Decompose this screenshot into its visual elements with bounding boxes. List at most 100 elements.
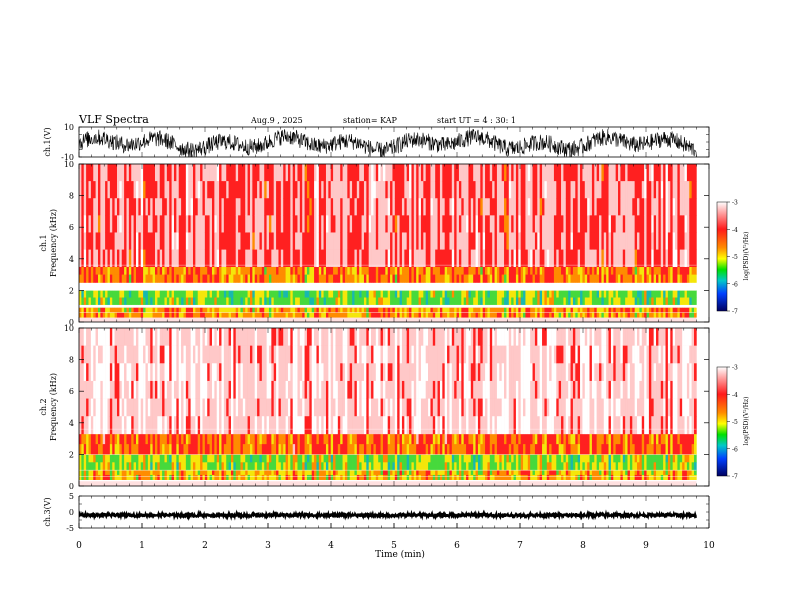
spectrogram-cell: [480, 249, 483, 267]
spectrogram-cell: [373, 474, 377, 480]
spectrogram-cell: [371, 470, 374, 476]
spectrogram-cell: [534, 198, 538, 216]
spectrogram-cell: [449, 297, 453, 305]
spectrogram-cell: [337, 474, 341, 480]
spectrogram-cell: [439, 274, 443, 283]
spectrogram-cell: [154, 164, 158, 182]
spectrogram-cell: [694, 307, 697, 313]
spectrogram-cell: [181, 474, 184, 480]
spectrogram-cell: [404, 307, 407, 313]
spectrogram-cell: [309, 433, 313, 445]
spectrogram-cell: [520, 290, 524, 298]
spectrogram-cell: [340, 363, 343, 382]
spectrogram-cell: [599, 297, 602, 305]
spectrogram-cell: [140, 363, 144, 382]
spectrogram-cell: [135, 232, 139, 250]
spectrogram-cell: [575, 307, 578, 313]
spectrogram-cell: [159, 444, 163, 455]
spectrogram-cell: [211, 444, 215, 455]
spectrogram-cell: [147, 474, 151, 480]
spectrogram-cell: [306, 444, 310, 455]
spectrogram-cell: [204, 462, 208, 471]
spectrogram-cell: [88, 398, 92, 417]
spectrogram-cell: [173, 470, 177, 476]
spectrogram-cell: [349, 307, 353, 313]
spectrogram-cell: [302, 164, 305, 182]
spectrogram-cell: [648, 232, 652, 250]
spectrogram-cell: [185, 307, 189, 313]
spectrogram-cell: [311, 297, 315, 305]
spectrogram-cell: [632, 266, 635, 275]
spectrogram-cell: [240, 290, 244, 298]
spectrogram-cell: [200, 474, 203, 480]
spectrogram-cell: [363, 345, 367, 364]
spectrogram-cell: [380, 416, 384, 435]
spectrogram-cell: [352, 454, 355, 463]
spectrogram-cell: [195, 312, 199, 318]
spectrogram-cell: [162, 454, 165, 463]
spectrogram-cell: [470, 297, 474, 305]
spectrogram-cell: [83, 290, 87, 298]
spectrogram-cell: [511, 215, 514, 233]
spectrogram-cell: [114, 380, 118, 399]
spectrogram-cell: [228, 215, 232, 233]
spectrogram-cell: [221, 274, 225, 283]
spectrogram-cell: [637, 307, 640, 313]
spectrogram-cell: [135, 462, 139, 471]
spectrogram-cell: [330, 198, 334, 216]
spectrogram-cell: [254, 444, 258, 455]
spectrogram-cell: [625, 249, 628, 267]
spectrogram-cell: [534, 266, 538, 275]
spectrogram-cell: [487, 198, 491, 216]
spectrogram-cell: [349, 345, 353, 364]
spectrogram-cell: [328, 398, 332, 417]
spectrogram-cell: [228, 470, 232, 476]
spectrogram-cell: [546, 274, 550, 283]
spectrogram-cell: [102, 274, 106, 283]
spectrogram-cell: [620, 232, 624, 250]
spectrogram-cell: [86, 363, 89, 382]
spectrogram-cell: [347, 470, 351, 476]
spectrogram-cell: [133, 232, 137, 250]
spectrogram-cell: [544, 290, 548, 298]
spectrogram-cell: [159, 198, 163, 216]
spectrogram-cell: [124, 444, 127, 455]
spectrogram-cell: [530, 249, 533, 267]
spectrogram-cell: [159, 274, 163, 283]
spectrogram-cell: [637, 232, 640, 250]
spectrogram-cell: [525, 266, 529, 275]
spectrogram-cell: [211, 345, 215, 364]
spectrogram-cell: [173, 249, 177, 267]
spectrogram-cell: [428, 398, 431, 417]
spectrogram-cell: [482, 274, 486, 283]
spectrogram-cell: [677, 290, 681, 298]
spectrogram-cell: [245, 345, 248, 364]
spectrogram-cell: [268, 363, 272, 382]
spectrogram-cell: [375, 274, 379, 283]
spectrogram-cell: [271, 470, 275, 476]
spectrogram-cell: [100, 328, 104, 346]
spectrogram-cell: [283, 274, 286, 283]
spectrogram-cell: [314, 363, 317, 382]
spectrogram-cell: [97, 215, 101, 233]
spectrogram-cell: [663, 297, 666, 305]
spectrogram-cell: [537, 164, 540, 182]
spectrogram-cell: [435, 454, 438, 463]
spectrogram-cell: [409, 307, 412, 313]
spectrogram-cell: [523, 232, 526, 250]
spectrogram-cell: [387, 307, 391, 313]
spectrogram-cell: [143, 297, 146, 305]
spectrogram-cell: [342, 470, 346, 476]
spectrogram-cell: [195, 416, 199, 435]
spectrogram-cell: [344, 312, 348, 318]
spectrogram-cell: [273, 274, 277, 283]
spectrogram-cell: [342, 462, 346, 471]
spectrogram-cell: [561, 290, 564, 298]
spectrogram-cell: [273, 307, 277, 313]
spectrogram-cell: [435, 433, 438, 445]
spectrogram-cell: [83, 232, 87, 250]
spectrogram-cell: [128, 307, 132, 313]
spectrogram-cell: [546, 164, 550, 182]
spectrogram-cell: [679, 312, 683, 318]
spectrogram-cell: [689, 249, 692, 267]
